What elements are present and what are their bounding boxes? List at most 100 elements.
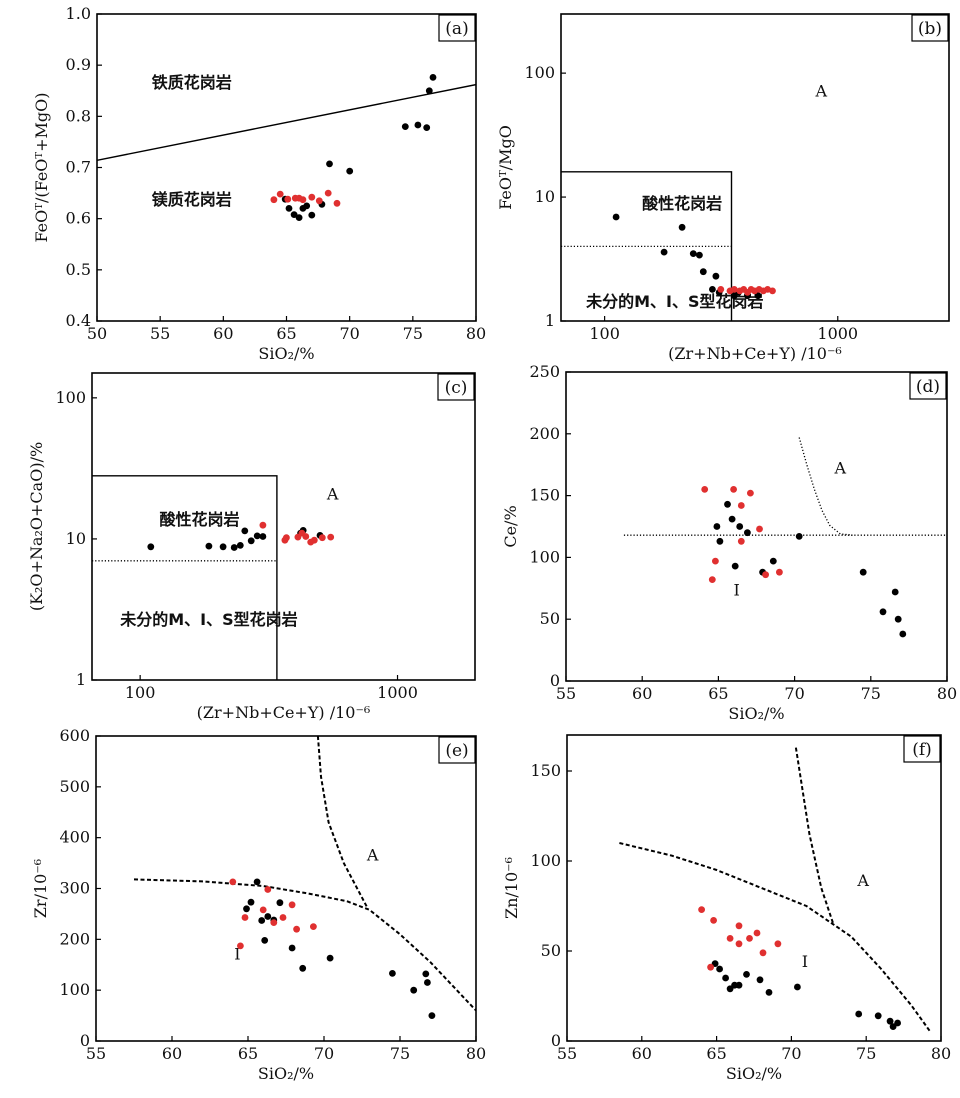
x-tick-label: 55 (556, 684, 576, 703)
data-point-red (299, 196, 307, 204)
x-tick-label: 65 (238, 1044, 258, 1063)
x-tick-label: 100 (125, 683, 156, 702)
data-point-red (737, 537, 745, 545)
plot-frame (566, 734, 942, 1042)
data-point-red (753, 929, 761, 937)
data-point-red (737, 502, 745, 509)
data-point-red (759, 949, 767, 957)
boundary-line-solid (92, 475, 278, 680)
panel-e-zr-vs-silica: 55 60 65 70 75 80 0 100 200 300 400 500 600 SiO₂/% Zr/… (31, 726, 486, 1083)
region-annotation: I (734, 581, 740, 600)
data-point-black (247, 898, 255, 906)
data-point-black (259, 533, 267, 540)
data-point-black (219, 543, 227, 551)
data-point-black (288, 944, 296, 952)
data-point-black (736, 523, 744, 530)
y-tick-label: 1 (545, 311, 555, 330)
data-point-black (699, 268, 707, 276)
region-annotation: 未分的M、I、S型花岗岩 (585, 292, 763, 311)
x-tick-label: 75 (856, 1044, 876, 1063)
y-axis-label: FeOᵀ/MgO (496, 125, 515, 210)
y-tick-label: 50 (540, 609, 560, 628)
y-tick-label: 100 (55, 388, 86, 407)
x-tick-label: 80 (466, 1044, 486, 1063)
x-tick-label: 80 (931, 1044, 951, 1063)
data-point-black (899, 630, 907, 638)
data-point-red (708, 576, 716, 583)
data-point-red (726, 935, 734, 942)
data-point-black (308, 211, 316, 219)
boundary-line-dashed (133, 878, 476, 1012)
data-point-black (285, 205, 293, 212)
panel-d-ce-vs-silica: 55 60 65 70 75 80 0 50 100 150 200 250 SiO₂/% Ce/% (d)… (501, 362, 957, 723)
x-axis-label: (Zr+Nb+Ce+Y) /10⁻⁶ (197, 703, 371, 722)
data-point-red (717, 286, 725, 293)
data-point-black (716, 965, 723, 973)
data-point-black (722, 974, 729, 982)
data-point-black (713, 523, 721, 530)
panel-label-box (903, 735, 941, 763)
data-point-red (333, 199, 341, 207)
data-point-black (205, 542, 213, 550)
region-annotation: 镁质花岗岩 (152, 190, 232, 209)
data-point-red (264, 886, 272, 893)
panel-label-box (911, 14, 949, 42)
data-point-black (754, 292, 762, 300)
panel-label: (c) (445, 378, 468, 398)
x-tick-label: 55 (557, 1044, 577, 1063)
data-point-black (261, 937, 269, 944)
x-axis-label: SiO₂/% (726, 1064, 782, 1083)
data-point-red (241, 914, 249, 921)
data-point-red (774, 940, 782, 948)
y-axis-label: Zn/10⁻⁶ (502, 857, 521, 919)
data-point-black (247, 537, 255, 545)
data-point-black (429, 74, 437, 81)
data-point-black (891, 588, 899, 596)
data-point-black (894, 615, 902, 623)
x-tick-label: 65 (708, 684, 728, 703)
y-tick-label: 200 (529, 424, 560, 443)
region-annotation: A (326, 485, 339, 504)
data-point-red (735, 940, 743, 948)
boundary-line-dashed (316, 736, 368, 907)
x-tick-label: 65 (706, 1044, 726, 1063)
y-tick-label: 0 (551, 1031, 561, 1050)
data-point-black (425, 87, 433, 95)
data-point-black (423, 124, 431, 131)
data-point-red (746, 935, 753, 942)
region-annotation: I (234, 945, 240, 964)
y-tick-label: 200 (59, 929, 90, 948)
data-point-black (410, 986, 418, 994)
y-tick-label: 100 (529, 547, 560, 566)
data-point-black (696, 251, 703, 259)
boundary-line-solid (561, 171, 733, 321)
panel-c-alkali-calc-vs-zrnbcey: 100 1000 1 10 100 (Zr+Nb+Ce+Y) /10⁻⁶ (K₂O+Na₂O… (27, 372, 476, 722)
y-tick-label: 0 (80, 1031, 90, 1050)
x-axis-label: SiO₂/% (258, 1064, 314, 1083)
boundary-line-solid (97, 83, 476, 161)
x-tick-label: 1000 (817, 324, 858, 343)
y-tick-label: 150 (529, 486, 560, 505)
data-point-black (743, 971, 750, 978)
data-point-black (678, 223, 686, 231)
region-annotation: 酸性花岗岩 (642, 194, 722, 213)
data-point-red (310, 923, 317, 930)
data-point-black (276, 899, 284, 907)
x-tick-label: 75 (390, 1044, 410, 1063)
x-tick-label: 55 (150, 324, 170, 343)
y-tick-label: 100 (530, 851, 561, 870)
data-point-black (295, 214, 303, 222)
data-point-red (229, 878, 237, 886)
data-point-black (731, 562, 739, 570)
data-point-black (236, 542, 244, 549)
region-annotation: 未分的M、I、S型花岗岩 (119, 610, 297, 629)
data-point-black (299, 964, 307, 972)
data-point-red (327, 533, 335, 541)
data-point-red (315, 197, 323, 205)
y-tick-label: 0 (550, 671, 560, 690)
data-point-red (270, 919, 278, 926)
x-tick-label: 80 (466, 324, 486, 343)
panel-label: (f) (912, 740, 932, 760)
plot-frame (95, 735, 477, 1042)
